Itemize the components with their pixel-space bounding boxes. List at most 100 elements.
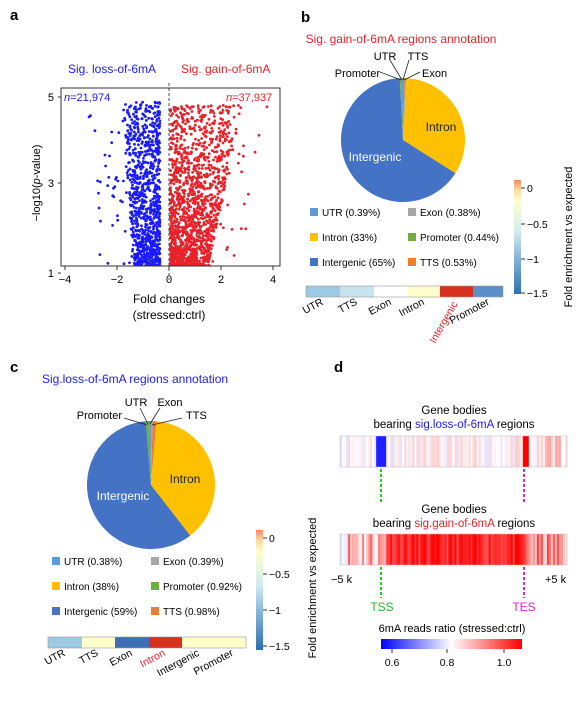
volcano-point bbox=[171, 261, 175, 264]
volcano-point bbox=[171, 112, 175, 116]
volcano-point bbox=[207, 105, 210, 108]
volcano-point bbox=[136, 155, 140, 159]
volcano-point bbox=[191, 271, 194, 274]
volcano-point bbox=[179, 269, 182, 272]
volcano-point bbox=[141, 268, 144, 271]
heatmap-cell bbox=[464, 436, 467, 467]
colorbar-c: 0 −0.5 −1 −1.5 Fold enrichment vs expect… bbox=[256, 518, 319, 658]
volcano-point bbox=[174, 241, 177, 245]
volcano-point bbox=[156, 268, 159, 271]
x-axis-title-line2: (stressed:ctrl) bbox=[133, 308, 206, 322]
volcano-point bbox=[133, 258, 137, 262]
volcano-point bbox=[145, 126, 148, 130]
heatmap-cell bbox=[372, 436, 375, 467]
heatmap-cell bbox=[536, 534, 540, 565]
volcano-point bbox=[224, 132, 228, 136]
volcano-point bbox=[175, 269, 178, 272]
volcano-point bbox=[130, 220, 134, 224]
volcano-point bbox=[134, 200, 137, 204]
legend-b-swatch-promoter bbox=[408, 233, 416, 241]
heatmap-cell bbox=[442, 436, 445, 467]
volcano-point bbox=[175, 139, 179, 143]
volcano-point bbox=[147, 143, 151, 147]
volcano-point bbox=[221, 178, 225, 182]
volcano-point bbox=[185, 156, 189, 160]
volcano-point bbox=[239, 227, 243, 231]
volcano-point bbox=[169, 242, 173, 245]
volcano-point bbox=[205, 228, 209, 232]
heatmap-cell bbox=[458, 436, 461, 467]
volcano-point bbox=[144, 222, 148, 226]
volcano-point bbox=[183, 171, 187, 174]
volcano-point bbox=[191, 201, 195, 205]
heatmap-cell bbox=[364, 534, 367, 565]
heatmap-cell bbox=[376, 534, 379, 565]
volcano-point bbox=[149, 271, 152, 274]
volcano-point bbox=[242, 154, 245, 158]
volcano-point bbox=[140, 270, 143, 273]
heatmap-cell bbox=[496, 436, 500, 467]
volcano-point bbox=[149, 268, 152, 271]
volcano-point bbox=[140, 117, 144, 121]
volcano-point bbox=[225, 248, 229, 252]
legend-b-promoter: Promoter (0.44%) bbox=[420, 233, 499, 244]
volcano-point bbox=[187, 237, 191, 241]
heatmap-cell bbox=[346, 534, 349, 565]
volcano-point bbox=[223, 176, 226, 180]
volcano-point bbox=[171, 267, 174, 270]
volcano-point bbox=[186, 271, 189, 274]
volcano-point bbox=[133, 142, 136, 146]
volcano-point bbox=[138, 271, 141, 274]
volcano-point bbox=[151, 134, 155, 138]
heat-b-cell-intron bbox=[407, 286, 440, 297]
volcano-point bbox=[222, 182, 226, 186]
volcano-point bbox=[133, 271, 136, 274]
heatmap-cell bbox=[512, 436, 516, 467]
volcano-point bbox=[181, 257, 185, 261]
volcano-point bbox=[180, 217, 183, 221]
volcano-point bbox=[178, 179, 182, 183]
volcano-point bbox=[183, 192, 186, 196]
volcano-point bbox=[125, 191, 128, 195]
volcano-point bbox=[202, 271, 205, 274]
volcano-point bbox=[158, 267, 161, 270]
volcano-point bbox=[128, 145, 132, 149]
heatmap-cell bbox=[368, 436, 371, 467]
volcano-point bbox=[158, 168, 162, 172]
volcano-point bbox=[180, 105, 183, 109]
heatmap-cell bbox=[450, 436, 453, 467]
volcano-point bbox=[197, 205, 201, 209]
volcano-point bbox=[129, 204, 133, 208]
volcano-point bbox=[206, 174, 210, 178]
volcano-point bbox=[196, 118, 199, 122]
volcano-point bbox=[221, 135, 225, 139]
volcano-point bbox=[213, 209, 217, 213]
x-axis-title-line1: Fold changes bbox=[133, 292, 205, 306]
heatmap-cell bbox=[530, 436, 534, 467]
volcano-point bbox=[196, 229, 200, 233]
heatmap-cell bbox=[404, 534, 407, 565]
pie-c-tts-label: TTS bbox=[186, 410, 207, 422]
volcano-point bbox=[155, 266, 158, 269]
volcano-point bbox=[189, 271, 192, 274]
volcano-point bbox=[196, 238, 200, 242]
volcano-point bbox=[177, 223, 180, 227]
volcano-point bbox=[87, 115, 91, 119]
volcano-point bbox=[142, 253, 146, 256]
heatmap-cell bbox=[506, 436, 510, 467]
volcano-point bbox=[150, 270, 153, 273]
volcano-point bbox=[131, 200, 135, 204]
volcano-point bbox=[169, 268, 172, 271]
volcano-point bbox=[138, 261, 142, 265]
volcano-point bbox=[141, 201, 144, 205]
volcano-point bbox=[220, 111, 224, 114]
heatmap-cell bbox=[448, 436, 451, 467]
volcano-point bbox=[148, 267, 151, 270]
volcano-point bbox=[98, 253, 102, 256]
volcano-point bbox=[222, 154, 225, 157]
heatmap-cell bbox=[382, 436, 385, 467]
legend-c-intergenic: Intergenic (59%) bbox=[64, 607, 137, 618]
volcano-point bbox=[203, 270, 206, 273]
volcano-point bbox=[137, 130, 140, 134]
volcano-point bbox=[137, 271, 140, 274]
